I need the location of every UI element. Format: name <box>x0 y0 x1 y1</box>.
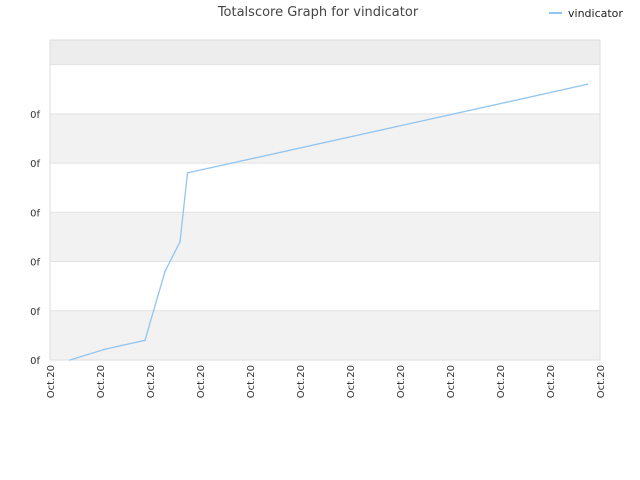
grid-band <box>50 40 600 65</box>
data-point <box>586 83 589 86</box>
data-point <box>104 348 106 350</box>
x-tick-label: Oct.20 <box>496 365 507 398</box>
x-tick-label: Oct.20 <box>446 365 457 398</box>
x-tick-label: Oct.20 <box>196 365 207 398</box>
grid-band <box>50 113 600 164</box>
x-axis: Oct.20 Oct.20 Oct.20 Oct.20 Oct.20 Oct.20 Oct.… <box>46 365 607 398</box>
gridlines <box>50 64 600 312</box>
plot-frame <box>49 39 601 361</box>
data-point <box>186 172 189 174</box>
grid-band <box>50 64 600 114</box>
y-tick-label: 0f <box>30 307 40 318</box>
grid-band <box>50 261 600 311</box>
x-tick-label: Oct.20 <box>146 365 157 398</box>
data-point <box>179 241 181 243</box>
y-axis: 0f 0f 0f 0f 0f 0f <box>30 110 40 367</box>
legend-label: vindicator <box>568 7 623 20</box>
data-point <box>164 270 166 273</box>
x-tick-label: Oct.20 <box>596 365 607 398</box>
y-tick-label: 0f <box>30 356 40 367</box>
data-point <box>144 339 146 342</box>
y-tick-label: 0f <box>30 208 40 219</box>
series-layer <box>69 83 589 361</box>
x-tick-label: Oct.20 <box>296 365 307 398</box>
chart-title: Totalscore Graph for vindicator <box>217 5 419 20</box>
legend: vindicator <box>549 7 623 20</box>
grid-band <box>50 163 600 213</box>
grid-band <box>50 310 600 360</box>
y-tick-label: 0f <box>30 110 40 121</box>
data-point <box>69 359 71 361</box>
grid-band <box>50 212 600 262</box>
x-tick-label: Oct.20 <box>346 365 357 398</box>
y-tick-label: 0f <box>30 258 40 269</box>
x-tick-label: Oct.20 <box>246 365 257 398</box>
y-tick-label: 0f <box>30 159 40 170</box>
x-tick-label: Oct.20 <box>396 365 407 398</box>
x-tick-label: Oct.20 <box>96 365 107 398</box>
grid-bands <box>50 40 600 360</box>
x-tick-label: Oct.20 <box>546 365 557 398</box>
x-tick-label: Oct.20 <box>46 365 57 398</box>
